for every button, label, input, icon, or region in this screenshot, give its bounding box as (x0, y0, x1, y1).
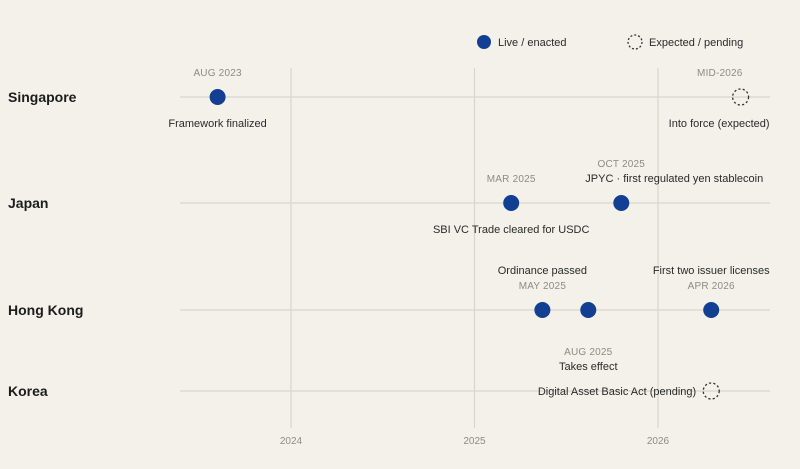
tick-label-2024: 2024 (280, 436, 303, 447)
event-date-label: MAY 2025 (519, 281, 567, 292)
event-japan-1: OCT 2025 JPYC · first regulated yen stabl… (585, 159, 763, 211)
event-singapore-0: AUG 2023 Framework finalized (168, 68, 266, 130)
event-japan-0: MAR 2025 SBI VC Trade cleared for USDC (433, 174, 590, 236)
event-text-label: Digital Asset Basic Act (pending) (538, 386, 696, 398)
event-date-label: MID-2026 (697, 68, 743, 79)
row-japan: Japan MAR 2025 SBI VC Trade cleared for US… (8, 159, 770, 236)
grid-layer (290, 68, 659, 428)
event-date-label: AUG 2023 (193, 68, 242, 79)
event-dot-expected (731, 88, 750, 106)
event-korea-0: AUG 2025 Takes effect (559, 347, 618, 373)
row-label-japan: Japan (8, 195, 48, 211)
legend-item-live: Live / enacted (477, 35, 567, 49)
event-text-label: Into force (expected) (669, 118, 770, 130)
row-korea: Korea AUG 2025 Takes effect Digital Asset B… (8, 347, 770, 400)
event-dot-live (580, 302, 597, 318)
event-text-label: Takes effect (559, 361, 618, 373)
event-dot-live (503, 195, 520, 211)
legend-marker-live (477, 35, 491, 49)
x-axis: 2024 2025 2026 (280, 436, 670, 447)
event-date-label: AUG 2025 (564, 347, 613, 358)
event-singapore-1: MID-2026 Into force (expected) (669, 68, 770, 130)
legend-label-live: Live / enacted (498, 37, 567, 49)
event-korea-1: Digital Asset Basic Act (pending) (538, 382, 720, 400)
row-hong-kong: Hong Kong MAY 2025 Ordinance passed APR 202… (8, 265, 770, 318)
event-date-label: MAR 2025 (487, 174, 536, 185)
event-date-label: OCT 2025 (598, 159, 646, 170)
legend: Live / enacted Expected / pending (477, 34, 743, 50)
event-text-label: JPYC · first regulated yen stablecoin (585, 173, 763, 185)
event-text-label: First two issuer licenses (653, 265, 770, 277)
legend-item-expected: Expected / pending (627, 34, 743, 50)
event-text-label: Ordinance passed (498, 265, 587, 277)
event-dot-live (703, 302, 720, 318)
legend-label-expected: Expected / pending (649, 37, 743, 49)
row-label-korea: Korea (8, 383, 48, 399)
event-text-label: Framework finalized (168, 118, 266, 130)
event-text-label: SBI VC Trade cleared for USDC (433, 224, 590, 236)
event-dot-expected (702, 382, 720, 400)
event-hong-kong-2: APR 2026 First two issuer licenses (653, 265, 770, 318)
event-hong-kong-0: MAY 2025 Ordinance passed (498, 265, 587, 318)
tick-label-2025: 2025 (463, 436, 486, 447)
country-rows: Singapore AUG 2023 Framework finalized MID-… (8, 68, 770, 400)
event-dot-live (613, 195, 630, 211)
event-dot-live (534, 302, 551, 318)
row-singapore: Singapore AUG 2023 Framework finalized MID-… (8, 68, 770, 130)
row-label-hong-kong: Hong Kong (8, 302, 83, 318)
legend-marker-expected (627, 34, 643, 50)
event-date-label: APR 2026 (688, 281, 735, 292)
row-label-singapore: Singapore (8, 89, 77, 105)
event-dot-live (209, 89, 226, 105)
event-hong-kong-1 (580, 302, 597, 318)
tick-label-2026: 2026 (647, 436, 670, 447)
